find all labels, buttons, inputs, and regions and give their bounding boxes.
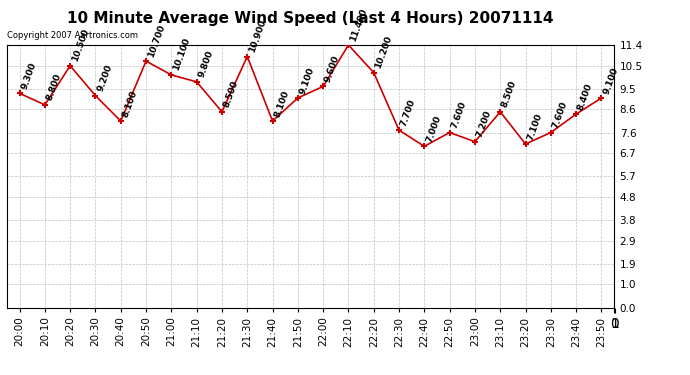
Text: 10.100: 10.100 (171, 37, 192, 72)
Text: 7.100: 7.100 (526, 112, 544, 141)
Text: 8.400: 8.400 (576, 82, 594, 111)
Text: 7.600: 7.600 (551, 100, 569, 130)
Text: 8.100: 8.100 (121, 89, 139, 118)
Text: 7.600: 7.600 (450, 100, 468, 130)
Text: 8.800: 8.800 (45, 73, 63, 102)
Text: 7.700: 7.700 (399, 98, 417, 128)
Text: 9.600: 9.600 (323, 54, 342, 84)
Text: 10.200: 10.200 (374, 34, 394, 70)
Text: 9.300: 9.300 (19, 61, 38, 91)
Text: 10 Minute Average Wind Speed (Last 4 Hours) 20071114: 10 Minute Average Wind Speed (Last 4 Hou… (67, 11, 554, 26)
Text: 9.800: 9.800 (197, 50, 215, 79)
Text: 10.900: 10.900 (247, 18, 268, 54)
Text: Copyright 2007 Aartronics.com: Copyright 2007 Aartronics.com (7, 31, 138, 40)
Text: 8.500: 8.500 (222, 80, 240, 109)
Text: 8.100: 8.100 (273, 89, 290, 118)
Text: 7.000: 7.000 (424, 114, 442, 144)
Text: 11.400: 11.400 (348, 7, 368, 42)
Text: 9.100: 9.100 (602, 66, 620, 95)
Text: 10.700: 10.700 (146, 23, 166, 58)
Text: 7.200: 7.200 (475, 110, 493, 139)
Text: 8.500: 8.500 (500, 80, 518, 109)
Text: 10.500: 10.500 (70, 28, 90, 63)
Text: 9.200: 9.200 (95, 63, 114, 93)
Text: 9.100: 9.100 (298, 66, 316, 95)
